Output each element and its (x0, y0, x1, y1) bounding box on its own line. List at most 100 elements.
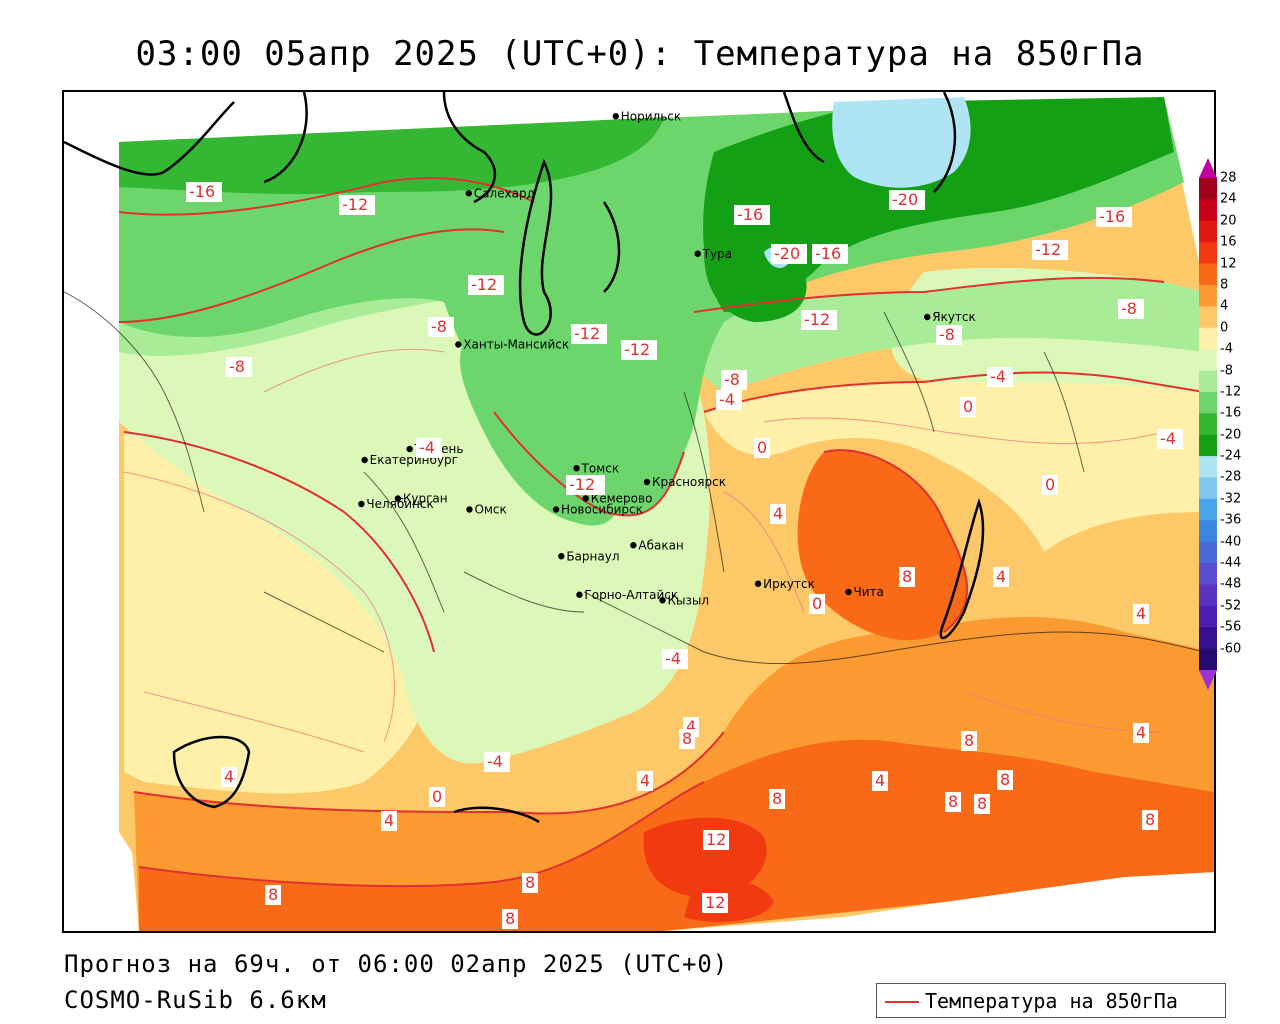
colorbar-label: -20 (1220, 427, 1242, 443)
svg-text:0: 0 (1045, 475, 1055, 494)
city-marker (643, 478, 651, 486)
zone-minus24 (832, 97, 971, 188)
map-title: 03:00 05апр 2025 (UTC+0): Температура на… (135, 34, 1145, 74)
svg-text:8: 8 (772, 789, 782, 808)
svg-text:4: 4 (875, 771, 885, 790)
isotherm-label: 8 (974, 794, 990, 814)
isotherm-label: -16 (812, 244, 848, 264)
svg-text:4: 4 (1136, 723, 1146, 742)
colorbar-segment (1199, 391, 1217, 414)
isotherm-label: 8 (961, 731, 977, 751)
colorbar-segment (1199, 498, 1217, 521)
isotherm-label: -12 (339, 195, 375, 215)
map-legend: Температура на 850гПа (876, 983, 1226, 1018)
isotherm-label: -20 (771, 244, 807, 264)
colorbar-label: -24 (1220, 448, 1242, 464)
isotherm-label: 4 (1133, 723, 1149, 743)
colorbar-segment (1199, 306, 1217, 329)
isotherm-label: -4 (484, 752, 510, 772)
isotherm-label: 8 (522, 873, 538, 893)
colorbar-label: 24 (1220, 191, 1237, 207)
svg-text:-8: -8 (229, 357, 245, 376)
city-label: Новосибирск (561, 503, 643, 517)
colorbar-label: -60 (1220, 641, 1242, 657)
colorbar-segment (1199, 477, 1217, 500)
svg-text:-16: -16 (189, 182, 215, 201)
city-label: Горно-Алтайск (584, 588, 678, 602)
isotherm-label: -8 (226, 357, 252, 377)
legend-label: Температура на 850гПа (925, 989, 1178, 1013)
svg-text:-4: -4 (419, 438, 435, 457)
isotherm-label: 8 (899, 567, 915, 587)
colorbar-label: -4 (1220, 341, 1233, 357)
zone-zero (124, 432, 434, 794)
svg-text:-20: -20 (892, 190, 918, 209)
svg-text:12: 12 (706, 830, 726, 849)
svg-text:-8: -8 (724, 370, 740, 389)
colorbar-label: -52 (1220, 598, 1242, 614)
svg-text:8: 8 (268, 885, 278, 904)
colorbar-label: -36 (1220, 512, 1242, 528)
isotherm-label: -12 (566, 475, 602, 495)
svg-text:8: 8 (964, 731, 974, 750)
city-marker (612, 113, 619, 120)
city-label: Челябинск (366, 497, 433, 511)
colorbar-segment (1199, 627, 1217, 650)
colorbar-label: -28 (1220, 469, 1242, 485)
isotherm-label: 12 (703, 830, 729, 850)
svg-text:-4: -4 (1160, 429, 1176, 448)
city-label: Барнаул (566, 549, 619, 563)
svg-text:-12: -12 (569, 475, 595, 494)
colorbar-label: 16 (1220, 234, 1237, 250)
colorbar-label: -40 (1220, 534, 1242, 550)
isotherm-label: -16 (1096, 207, 1132, 227)
city-marker (845, 588, 852, 596)
isotherm-label: 8 (1142, 810, 1158, 830)
isotherm-label: 0 (754, 438, 770, 458)
isotherm-label: 0 (809, 594, 825, 614)
isotherm-label: 8 (679, 729, 695, 749)
isotherm-label: 8 (502, 909, 518, 929)
isotherm-label: -12 (621, 340, 657, 360)
colorbar-segment (1199, 541, 1217, 564)
colorbar-segment (1199, 327, 1217, 350)
colorbar-segment (1199, 284, 1217, 307)
svg-text:-12: -12 (342, 195, 368, 214)
isotherm-label: -20 (889, 190, 925, 210)
city-label: Тура (702, 247, 732, 261)
city-marker (694, 250, 701, 257)
city-marker (558, 553, 565, 560)
city-marker (630, 542, 637, 549)
forecast-info: Прогноз на 69ч. от 06:00 02апр 2025 (UTC… (64, 950, 729, 978)
isotherm-label: 0 (1042, 475, 1058, 495)
svg-text:4: 4 (686, 717, 696, 736)
svg-text:-4: -4 (990, 367, 1006, 386)
isotherm-label: -12 (1032, 240, 1068, 260)
isotherm-label: -12 (468, 275, 504, 295)
city-marker (659, 597, 666, 604)
colorbar-label: -16 (1220, 405, 1242, 421)
colorbar-label: -48 (1220, 576, 1242, 592)
city-label: Салехард (474, 186, 535, 200)
isotherm-label: -16 (734, 205, 770, 225)
city-label: Томск (581, 461, 620, 475)
svg-text:4: 4 (224, 767, 234, 786)
svg-text:-12: -12 (804, 310, 830, 329)
colorbar-segment (1199, 605, 1217, 628)
colorbar-segment (1199, 520, 1217, 543)
city-marker (361, 456, 368, 464)
svg-text:8: 8 (1000, 770, 1010, 789)
colorbar-segment (1199, 178, 1217, 200)
svg-text:8: 8 (948, 792, 958, 811)
svg-text:8: 8 (682, 729, 692, 748)
city-label: Чита (854, 585, 884, 599)
temperature-colorbar (1199, 158, 1217, 690)
isotherm-label: 0 (429, 787, 445, 807)
city-marker (394, 495, 402, 502)
svg-text:8: 8 (505, 909, 515, 928)
svg-text:-12: -12 (574, 324, 600, 343)
isotherm-label: -12 (571, 324, 607, 344)
svg-text:8: 8 (1145, 810, 1155, 829)
colorbar-segment (1199, 648, 1217, 671)
isotherm-label: -8 (936, 325, 962, 345)
